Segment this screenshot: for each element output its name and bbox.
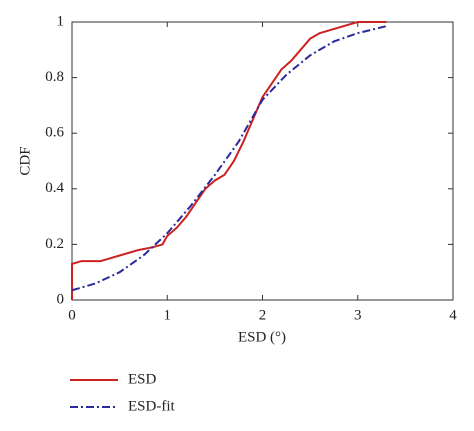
y-axis-label: CDF (17, 146, 33, 175)
y-tick-label: 0.2 (45, 236, 64, 252)
x-axis-label: ESD (°) (238, 329, 286, 345)
x-tick-label: 3 (354, 307, 362, 323)
x-tick-label: 4 (449, 307, 457, 323)
x-tick-label: 1 (164, 307, 172, 323)
x-tick-label: 2 (259, 307, 267, 323)
data-line (71, 25, 387, 292)
legend-label: ESD-fit (128, 398, 175, 414)
y-tick-label: 0.8 (45, 69, 64, 85)
y-tick-label: 1 (57, 13, 65, 29)
y-tick-label: 0 (57, 291, 65, 307)
y-tick-label: 0.6 (45, 125, 64, 141)
data-line (71, 21, 387, 300)
y-tick-label: 0.4 (45, 180, 64, 196)
plot-frame (71, 21, 454, 301)
x-tick-label: 0 (68, 307, 76, 323)
legend-label: ESD (128, 371, 157, 387)
